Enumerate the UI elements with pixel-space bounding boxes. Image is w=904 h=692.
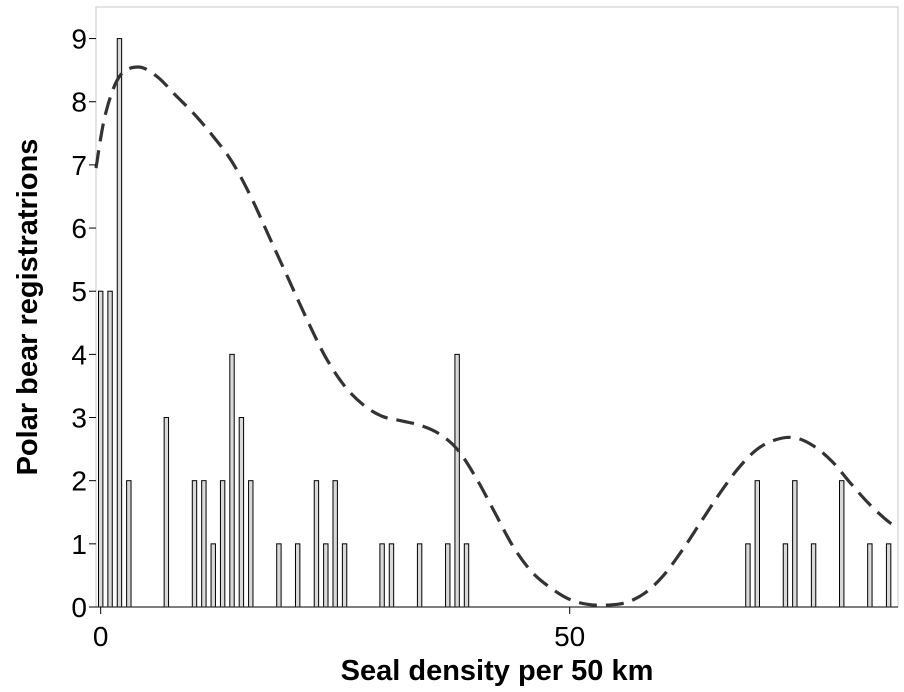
y-tick-label: 8 — [71, 87, 87, 118]
y-tick-label: 0 — [71, 592, 87, 623]
y-tick-label: 5 — [71, 276, 87, 307]
bar — [379, 543, 385, 608]
bar — [163, 417, 170, 608]
bar — [341, 543, 348, 608]
bar — [332, 480, 338, 608]
x-axis-ticks: 0 50 — [93, 607, 585, 652]
bar — [191, 480, 198, 608]
bar — [276, 543, 282, 608]
y-tick-label: 4 — [71, 339, 87, 370]
y-tick-label: 7 — [71, 150, 87, 181]
bar — [867, 543, 873, 608]
y-tick-label: 2 — [71, 466, 87, 497]
bar — [238, 417, 245, 608]
y-tick-label: 1 — [71, 529, 87, 560]
bar — [754, 480, 760, 608]
bar — [313, 480, 320, 608]
y-tick-label: 6 — [71, 213, 87, 244]
y-axis-ticks: 0 1 2 3 4 5 6 7 8 9 — [71, 24, 96, 623]
bar — [810, 543, 817, 608]
bar — [116, 38, 123, 608]
bar — [445, 543, 451, 608]
bar — [388, 543, 395, 608]
bar — [219, 480, 226, 608]
bar — [323, 543, 329, 608]
bar — [463, 543, 470, 608]
bar — [294, 543, 301, 608]
x-axis-title: Seal density per 50 km — [341, 655, 654, 687]
bar — [782, 543, 789, 608]
bar — [97, 290, 104, 608]
bar — [839, 480, 845, 608]
bar — [745, 543, 751, 608]
x-tick-label: 0 — [93, 621, 109, 652]
bar — [248, 480, 254, 608]
density-curve — [94, 65, 899, 607]
bar — [107, 290, 113, 608]
x-tick-label: 50 — [554, 621, 585, 652]
bar — [210, 543, 216, 608]
bar — [416, 543, 423, 608]
bar — [792, 480, 798, 608]
bar — [201, 480, 207, 608]
bar — [454, 353, 460, 608]
y-tick-label: 9 — [71, 24, 87, 55]
bar — [885, 543, 892, 608]
bar — [126, 480, 132, 608]
y-tick-label: 3 — [71, 403, 87, 434]
y-axis-title: Polar bear registratrions — [12, 139, 44, 476]
bars — [97, 38, 892, 608]
bar — [229, 353, 235, 608]
